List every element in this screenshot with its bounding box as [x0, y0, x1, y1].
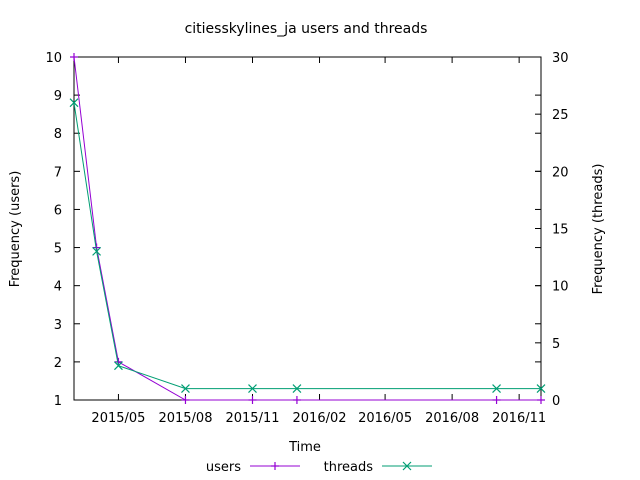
data-point-threads: [69, 98, 79, 108]
y2-tick-label: 15: [552, 223, 569, 238]
data-point-users: [292, 396, 301, 404]
y2-tick-label: 0: [552, 394, 560, 409]
data-point-threads: [181, 384, 190, 393]
y-tick-label: 8: [54, 127, 62, 142]
y2-tick-label: 20: [552, 165, 569, 180]
y2-tick-label: 30: [552, 51, 569, 66]
series-users: [70, 53, 545, 404]
legend-label-threads: threads: [324, 460, 374, 475]
x-tick-label: 2016/08: [425, 411, 479, 426]
x-tick-label: 2015/05: [91, 411, 145, 426]
y2-tick-label: 10: [552, 280, 569, 295]
data-point-threads: [114, 361, 123, 371]
data-point-users: [70, 53, 78, 61]
data-point-threads: [92, 246, 102, 256]
series-line-users: [73, 56, 541, 401]
axis-ticks: 1 2 3 4 5 6 7 8 9 10 0 5 10 15 20 25 30 2015/05 2015/08 201…: [45, 51, 568, 426]
y-tick-label: 4: [54, 280, 62, 295]
series-threads: [69, 98, 546, 393]
data-point-users: [537, 396, 545, 404]
series-line-threads: [73, 102, 541, 390]
data-point-users: [181, 396, 190, 404]
x-axis-label: Time: [288, 440, 321, 455]
y-tick-label: 7: [54, 165, 62, 180]
data-point-users: [492, 396, 501, 404]
data-point-users: [248, 396, 257, 404]
data-point-threads: [248, 384, 257, 393]
plot-frame: [73, 56, 542, 401]
data-point-threads: [492, 384, 501, 393]
y2-tick-label: 5: [552, 337, 560, 352]
x-tick-label: 2016/11: [492, 411, 546, 426]
y-tick-label: 9: [54, 89, 62, 104]
y2-tick-label: 25: [552, 108, 569, 123]
y2-axis-label: Frequency (threads): [591, 164, 606, 295]
x-tick-label: 2016/05: [358, 411, 412, 426]
chart-title: citiesskylines_ja users and threads: [185, 21, 428, 37]
y-axis-label: Frequency (users): [8, 171, 23, 288]
series-group: [69, 53, 546, 404]
y-tick-label: 2: [54, 356, 62, 371]
y-tick-label: 5: [54, 242, 62, 257]
legend-label-users: users: [206, 460, 241, 475]
x-tick-label: 2016/02: [293, 411, 347, 426]
data-point-threads: [292, 384, 302, 393]
x-tick-label: 2015/11: [225, 411, 279, 426]
y-tick-label: 3: [54, 318, 62, 333]
legend-marker-threads: [402, 461, 412, 471]
y-tick-label: 6: [54, 203, 62, 218]
y-tick-label: 10: [45, 51, 62, 66]
x-tick-label: 2015/08: [158, 411, 212, 426]
legend-marker-users: [271, 462, 279, 470]
legend: users threads: [206, 460, 432, 475]
y-tick-label: 1: [54, 394, 62, 409]
data-point-threads: [536, 384, 546, 393]
